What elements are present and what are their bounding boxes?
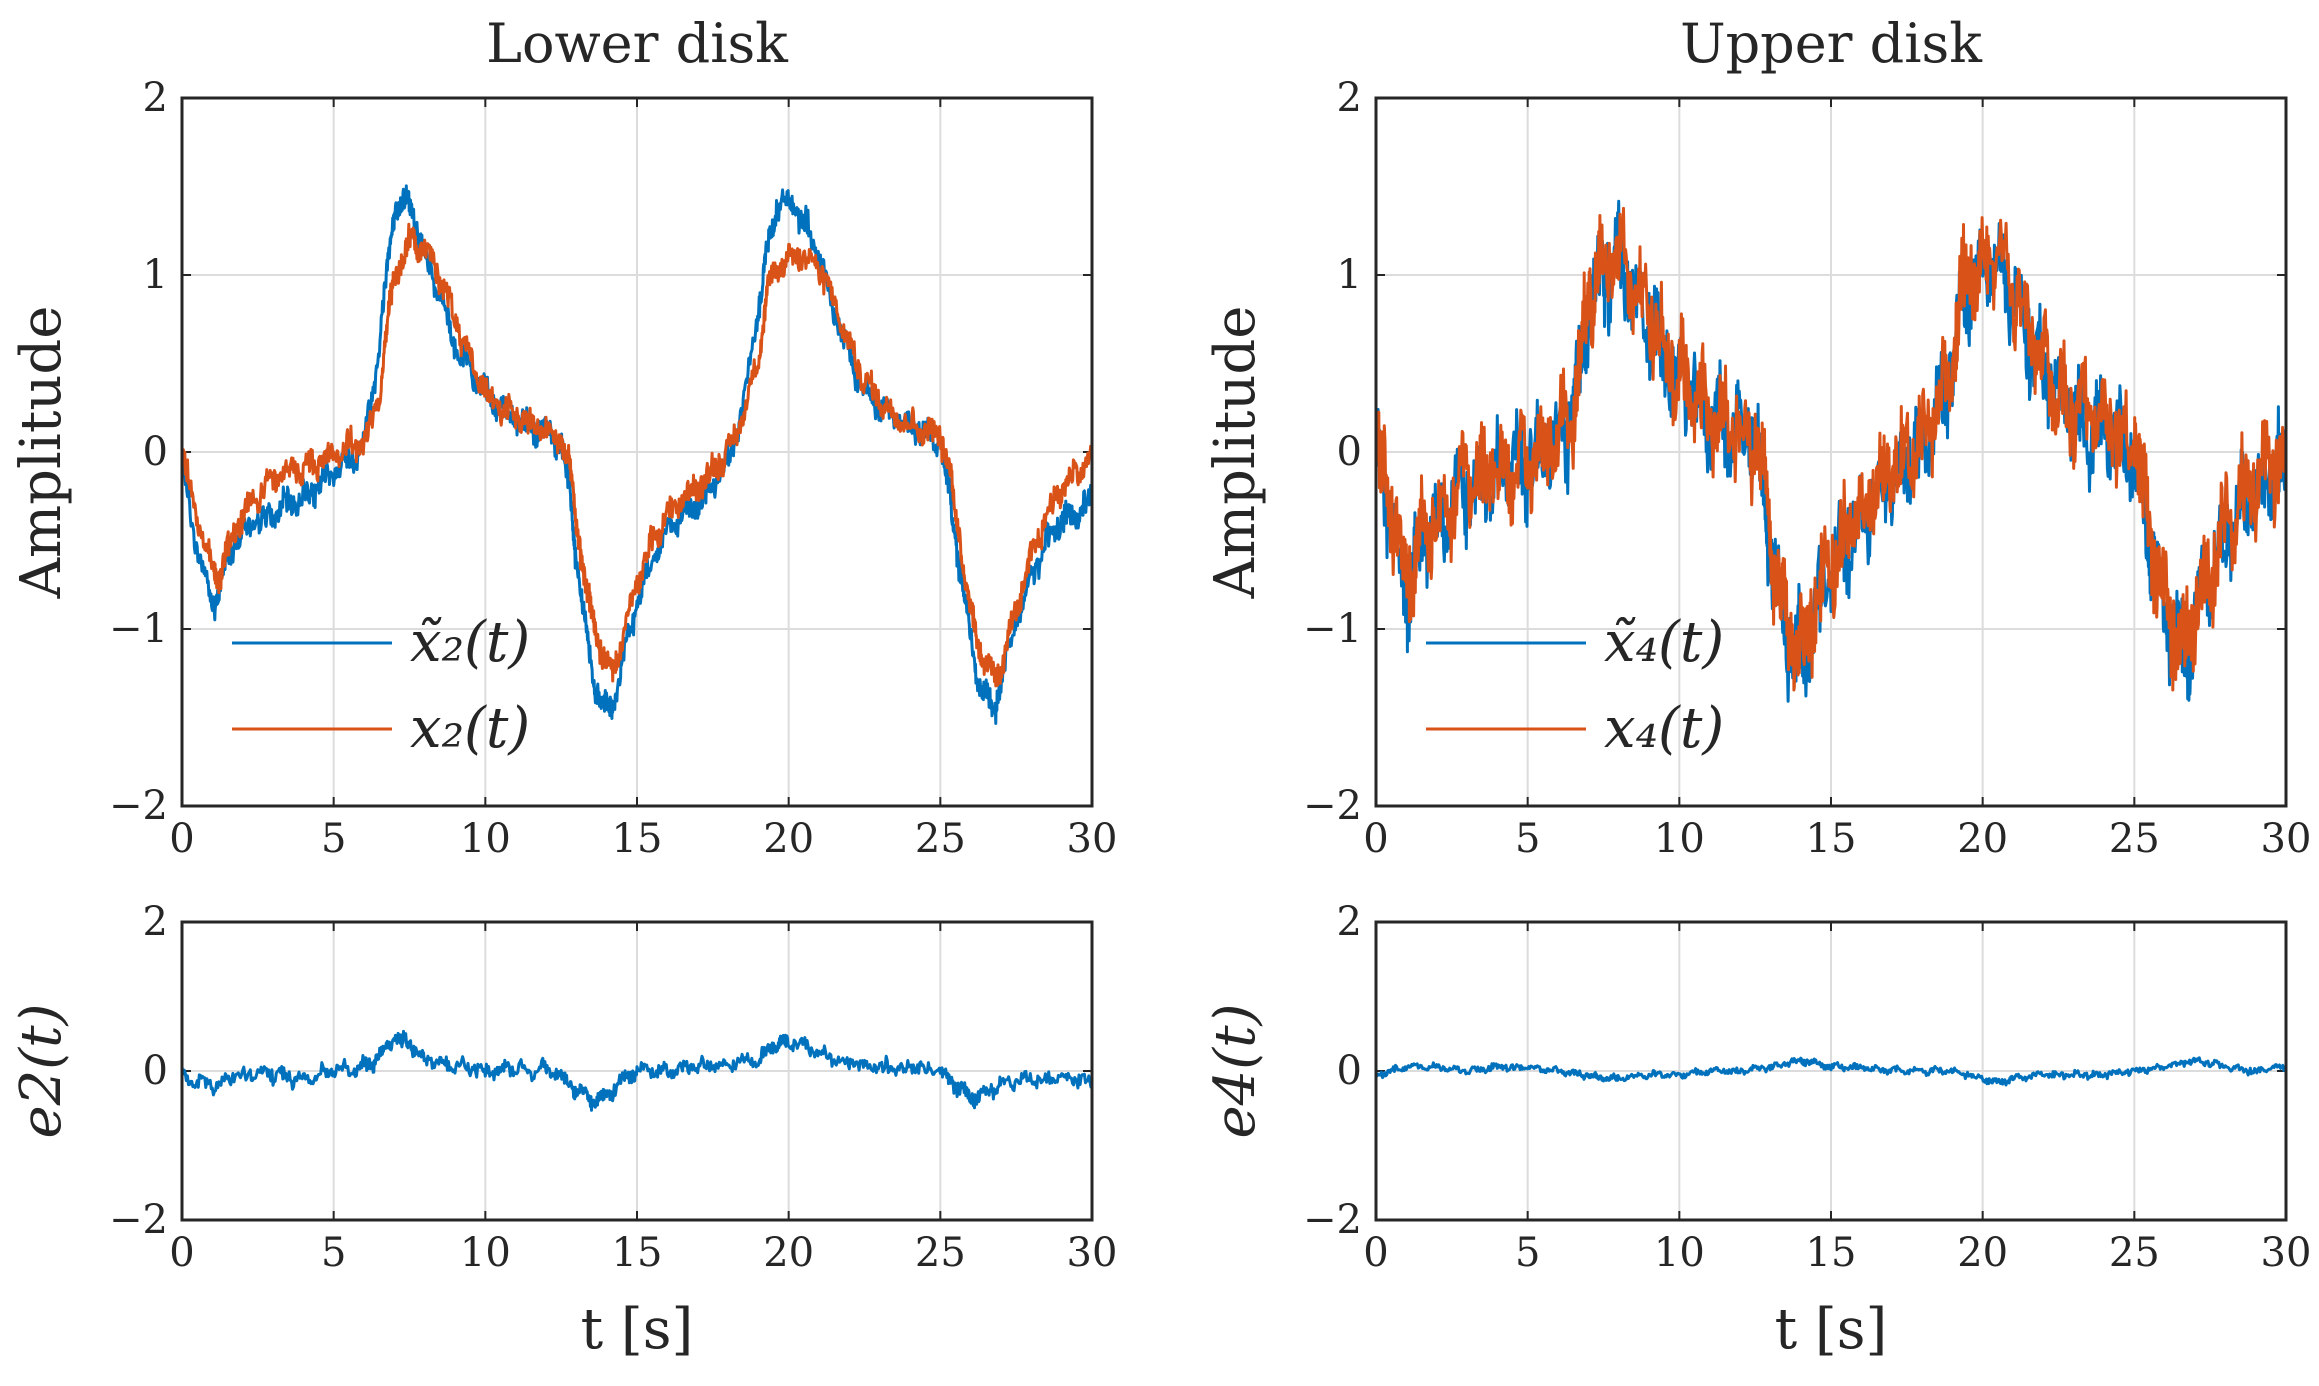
lower-error-xtick-label: 10: [460, 1230, 511, 1276]
upper-error-ytick-label: −2: [1303, 1197, 1362, 1243]
lower-main-ytick-label: 0: [143, 429, 168, 475]
upper-main-legend-label-0: x̃̃₄(t): [1604, 610, 1724, 675]
upper-main-ylabel: Amplitude: [1203, 306, 1268, 600]
upper-main-xtick-label: 0: [1363, 816, 1388, 862]
upper-main-axes: 0 5 10 15 20 25 30 −2 −1 0 1 2 Upper disk Amplitude x̃…: [1203, 12, 2311, 862]
upper-main-xtick-label: 15: [1806, 816, 1857, 862]
upper-main-title: Upper disk: [1680, 12, 1983, 75]
lower-error-xtick-label: 20: [763, 1230, 814, 1276]
upper-error-xtick-label: 5: [1515, 1230, 1540, 1276]
lower-main-ytick-label: 2: [143, 75, 168, 121]
lower-main-frame: [180, 96, 1094, 808]
lower-main-xtick-label: 20: [763, 816, 814, 862]
upper-error-xlabel: t [s]: [1775, 1297, 1888, 1362]
upper-main-xtick-label: 25: [2109, 816, 2160, 862]
lower-main-xtick-label: 30: [1067, 816, 1118, 862]
upper-main-series-1: [1376, 206, 2286, 692]
lower-error-xtick-label: 30: [1067, 1230, 1118, 1276]
upper-main-xtick-label: 20: [1957, 816, 2008, 862]
lower-error-xlabel: t [s]: [581, 1297, 694, 1362]
upper-error-ytick-label: 2: [1337, 899, 1362, 945]
upper-main-ytick-label: 2: [1337, 75, 1362, 121]
lower-error-xtick-label: 0: [169, 1230, 194, 1276]
lower-error-series-0: [182, 1029, 1092, 1112]
lower-main-title: Lower disk: [486, 12, 789, 75]
upper-main-ytick-label: 1: [1337, 252, 1362, 298]
lower-main-xtick-label: 0: [169, 816, 194, 862]
lower-main-legend-label-1: x₂(t): [410, 696, 530, 761]
lower-error-ylabel: e2(t): [9, 1004, 74, 1139]
lower-main-xtick-label: 10: [460, 816, 511, 862]
upper-error-frame: [1374, 920, 2288, 1222]
upper-main-frame: [1374, 96, 2288, 808]
upper-main-xtick-label: 10: [1654, 816, 1705, 862]
upper-error-xtick-label: 10: [1654, 1230, 1705, 1276]
upper-error-ytick-label: 0: [1337, 1048, 1362, 1094]
lower-error-frame: [180, 920, 1094, 1222]
upper-error-xtick-label: 30: [2261, 1230, 2312, 1276]
upper-main-xtick-label: 30: [2261, 816, 2312, 862]
lower-error-ytick-label: 0: [143, 1048, 168, 1094]
upper-error-ylabel: e4(t): [1203, 1004, 1268, 1139]
upper-main-xtick-label: 5: [1515, 816, 1540, 862]
upper-error-xtick-label: 25: [2109, 1230, 2160, 1276]
upper-main-ytick-label: −2: [1303, 783, 1362, 829]
lower-main-xtick-label: 25: [915, 816, 966, 862]
upper-error-series-0: [1376, 1056, 2286, 1087]
lower-main-ylabel: Amplitude: [9, 306, 74, 600]
lower-main-ytick-label: 1: [143, 252, 168, 298]
lower-error-ytick-label: 2: [143, 899, 168, 945]
upper-main-ytick-label: −1: [1303, 606, 1362, 652]
lower-main-ytick-label: −1: [109, 606, 168, 652]
lower-main-xtick-label: 15: [612, 816, 663, 862]
upper-main-legend-label-1: x₄(t): [1604, 696, 1724, 761]
lower-error-xtick-label: 25: [915, 1230, 966, 1276]
upper-error-xtick-label: 15: [1806, 1230, 1857, 1276]
lower-main-legend-label-0: x̃̃₂(t): [410, 610, 530, 675]
upper-error-xtick-label: 20: [1957, 1230, 2008, 1276]
lower-main-series-1: [182, 222, 1092, 688]
lower-main-ytick-label: −2: [109, 783, 168, 829]
lower-error-xtick-label: 15: [612, 1230, 663, 1276]
lower-error-xtick-label: 5: [321, 1230, 346, 1276]
upper-main-ytick-label: 0: [1337, 429, 1362, 475]
lower-main-xtick-label: 5: [321, 816, 346, 862]
lower-error-ytick-label: −2: [109, 1197, 168, 1243]
lower-main-axes: 0 5 10 15 20 25 30 −2 −1 0 1 2 Lower disk Amplitude x̃…: [9, 12, 1117, 862]
upper-error-xtick-label: 0: [1363, 1230, 1388, 1276]
